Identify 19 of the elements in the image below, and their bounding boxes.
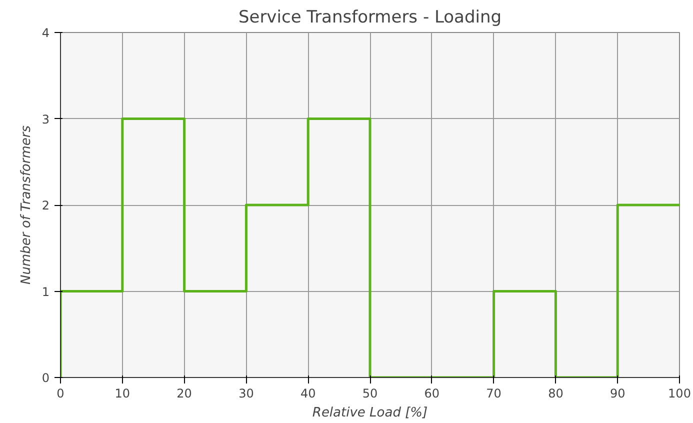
x-tick-label: 30	[238, 386, 254, 400]
chart-title: Service Transformers - Loading	[238, 8, 502, 28]
x-tick-label: 0	[56, 386, 64, 400]
x-tick-label: 80	[548, 386, 564, 400]
y-tick-label: 2	[42, 198, 50, 212]
y-tick-label: 1	[42, 284, 50, 299]
x-tick-label: 60	[424, 386, 440, 400]
x-tick-label: 10	[114, 386, 130, 400]
x-tick-label: 20	[176, 386, 192, 400]
x-tick-label: 40	[300, 386, 316, 400]
x-tick-label: 100	[668, 386, 691, 400]
x-tick-label: 50	[362, 386, 378, 400]
x-tick-label: 90	[610, 386, 626, 400]
y-tick-label: 0	[42, 371, 50, 385]
y-tick-label: 4	[42, 26, 50, 40]
y-axis-title: Number of Transformers	[18, 125, 34, 284]
y-tick-label: 3	[42, 112, 50, 126]
x-axis-title: Relative Load [%]	[312, 406, 428, 420]
x-tick-label: 70	[486, 386, 502, 400]
